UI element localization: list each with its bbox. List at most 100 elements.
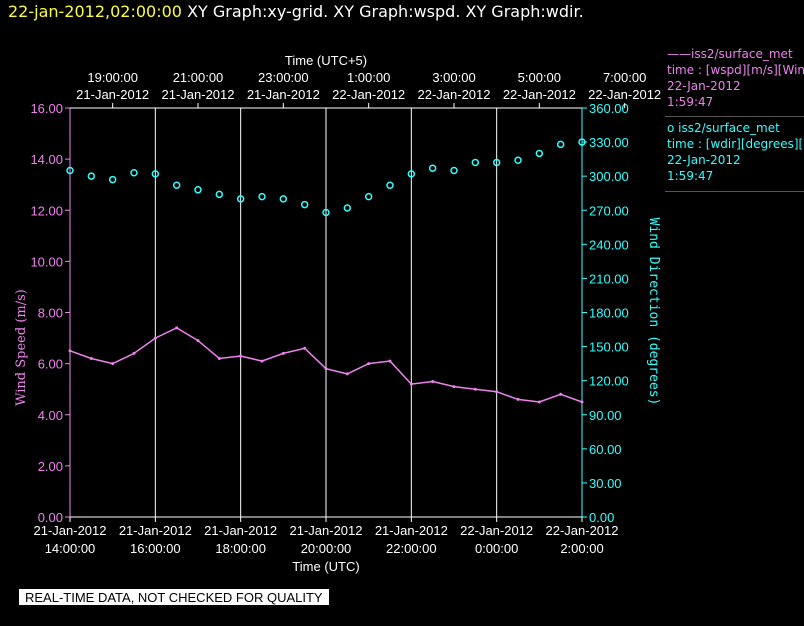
wind-speed-point <box>516 397 520 401</box>
x-top-tick-date: 21-Jan-2012 <box>76 87 149 102</box>
y-left-tick-label: 4.00 <box>38 408 63 423</box>
x-bottom-tick-date: 21-Jan-2012 <box>119 523 192 538</box>
x-top-tick-time: 23:00:00 <box>258 70 309 85</box>
legend-wspd-date: 22-Jan-2012 <box>667 79 741 93</box>
wind-speed-point <box>537 400 541 404</box>
wind-direction-marker <box>300 200 309 209</box>
wind-speed-point <box>89 357 93 361</box>
legend-wspd: ——iss2/surface_met time : [wspd][m/s][Wi… <box>667 46 804 110</box>
legend-wspd-variable: time : [wspd][m/s][Wind <box>667 63 804 77</box>
wind-direction-marker <box>471 158 480 167</box>
x-top-axis-label: Time (UTC+5) <box>285 53 367 68</box>
wind-direction-marker <box>215 190 224 199</box>
y-right-tick-label: 240.00 <box>589 237 629 252</box>
y-right-tick-label: 210.00 <box>589 271 629 286</box>
wind-direction-marker <box>343 204 352 212</box>
wind-speed-point <box>473 387 477 391</box>
legend-wdir: o iss2/surface_met time : [wdir][degrees… <box>667 120 804 184</box>
y-right-tick-label: 90.00 <box>589 408 622 423</box>
x-bottom-tick-time: 16:00:00 <box>130 541 181 556</box>
wind-speed-point <box>196 339 200 343</box>
wind-direction-marker <box>578 138 586 146</box>
wind-speed-point <box>388 359 392 363</box>
x-bottom-tick-time: 0:00:00 <box>475 541 518 556</box>
legend-circle-marker: o <box>667 121 675 135</box>
y-right-tick-label: 360.00 <box>589 101 629 116</box>
wind-direction-marker <box>535 149 544 158</box>
wind-speed-point <box>580 400 584 404</box>
y-right-tick-label: 30.00 <box>589 476 622 491</box>
wind-direction-marker <box>386 181 394 190</box>
wind-speed-point <box>281 351 285 355</box>
y-right-tick-label: 330.00 <box>589 135 629 150</box>
wind-speed-point <box>452 385 456 389</box>
x-bottom-tick-date: 21-Jan-2012 <box>34 523 107 538</box>
wind-direction-marker <box>364 192 373 201</box>
x-top-tick-time: 1:00:00 <box>347 70 390 85</box>
wind-direction-marker <box>87 172 96 180</box>
x-bottom-tick-date: 21-Jan-2012 <box>375 523 448 538</box>
header-graph-titles: XY Graph:xy-grid. XY Graph:wspd. XY Grap… <box>187 2 584 21</box>
wind-speed-point <box>239 354 243 358</box>
x-bottom-axis-label: Time (UTC) <box>292 559 359 574</box>
legend-wdir-title: iss2/surface_met <box>678 121 780 135</box>
legend-wspd-time: 1:59:47 <box>667 95 714 109</box>
wind-direction-marker <box>194 186 202 194</box>
x-top-tick-date: 22-Jan-2012 <box>503 87 576 102</box>
wind-speed-point <box>303 346 307 350</box>
x-top-tick-time: 21:00:00 <box>173 70 224 85</box>
x-bottom-tick-date: 22-Jan-2012 <box>460 523 533 538</box>
y-right-axis-label: Wind Direction (degrees) <box>646 218 661 406</box>
x-top-tick-date: 21-Jan-2012 <box>247 87 320 102</box>
x-top-tick-date: 22-Jan-2012 <box>332 87 405 102</box>
y-right-tick-label: 180.00 <box>589 306 629 321</box>
wind-direction-marker <box>130 169 138 177</box>
x-top-tick-time: 3:00:00 <box>432 70 475 85</box>
header-timestamp: 22-jan-2012,02:00:00 <box>8 2 182 21</box>
x-top-tick-date: 21-Jan-2012 <box>162 87 235 102</box>
wind-speed-point <box>559 392 563 396</box>
y-left-tick-label: 10.00 <box>30 254 63 269</box>
wind-speed-point <box>409 382 413 386</box>
wind-speed-point <box>260 359 264 363</box>
wind-speed-point <box>345 372 349 376</box>
wind-direction-marker <box>258 192 266 201</box>
x-bottom-tick-date: 21-Jan-2012 <box>290 523 363 538</box>
y-left-axis-label: Wind Speed (m/s) <box>14 289 29 406</box>
legend-wdir-date: 22-Jan-2012 <box>667 153 741 167</box>
wind-speed-point <box>367 362 371 366</box>
x-bottom-tick-time: 22:00:00 <box>386 541 437 556</box>
x-bottom-tick-date: 22-Jan-2012 <box>546 523 619 538</box>
wind-speed-point <box>132 351 136 355</box>
wind-direction-marker <box>172 181 181 190</box>
x-top-tick-time: 7:00:00 <box>603 70 646 85</box>
wind-speed-point <box>175 326 179 330</box>
x-bottom-tick-time: 20:00:00 <box>301 541 352 556</box>
x-top-tick-time: 19:00:00 <box>87 70 138 85</box>
wind-direction-marker <box>322 208 330 217</box>
wind-speed-point <box>217 357 221 361</box>
wind-speed-point <box>111 362 115 366</box>
wind-speed-point <box>68 349 72 353</box>
y-left-tick-label: 6.00 <box>38 357 63 372</box>
y-right-tick-label: 300.00 <box>589 169 629 184</box>
y-left-tick-label: 12.00 <box>30 203 63 218</box>
y-left-tick-label: 16.00 <box>30 101 63 116</box>
legend-wspd-title: iss2/surface_met <box>691 47 793 61</box>
y-left-tick-label: 14.00 <box>30 152 63 167</box>
legend-wdir-variable: time : [wdir][degrees][W <box>667 137 804 151</box>
quality-banner: REAL-TIME DATA, NOT CHECKED FOR QUALITY <box>19 589 329 605</box>
x-bottom-tick-date: 21-Jan-2012 <box>204 523 277 538</box>
legend-separator <box>665 191 804 192</box>
wind-direction-marker <box>66 166 74 175</box>
legend-wdir-time: 1:59:47 <box>667 169 714 183</box>
y-right-tick-label: 270.00 <box>589 203 629 218</box>
x-top-tick-date: 22-Jan-2012 <box>418 87 491 102</box>
y-left-tick-label: 0.00 <box>38 510 63 525</box>
y-right-tick-label: 150.00 <box>589 340 629 355</box>
x-top-tick-time: 5:00:00 <box>518 70 561 85</box>
x-top-tick-date: 22-Jan-2012 <box>588 87 661 102</box>
wind-direction-marker <box>556 140 565 149</box>
wind-direction-marker <box>151 170 160 178</box>
